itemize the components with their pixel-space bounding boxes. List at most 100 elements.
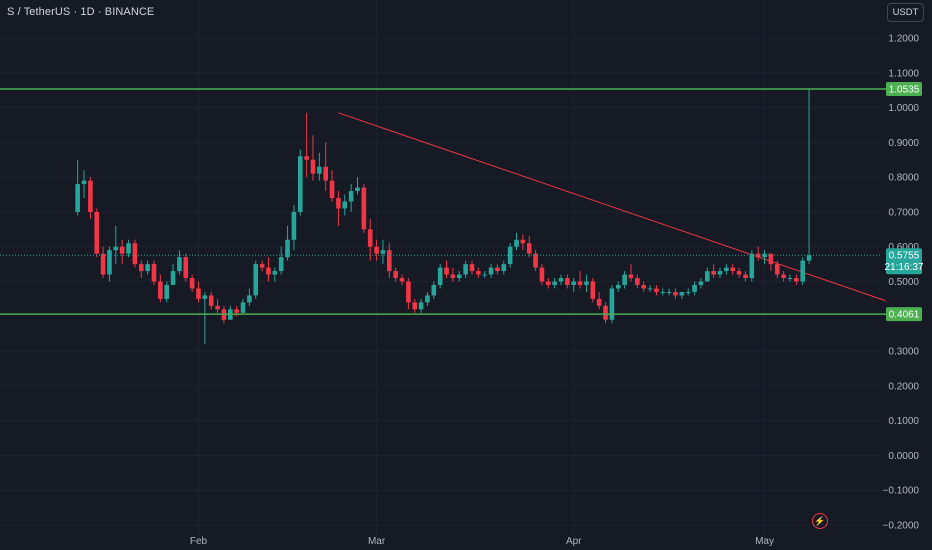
candle [317,152,322,181]
candle-body [463,264,468,275]
candle [387,243,392,279]
candle-body [533,253,538,268]
candle-body [374,246,379,254]
candle-body [571,281,577,285]
candle-body [768,253,774,265]
candle [119,239,125,265]
candle [393,267,398,282]
candle-body [673,291,678,296]
candle [724,264,729,275]
candle [800,257,805,285]
candle-body [482,274,487,276]
candle [291,204,297,251]
candle [304,112,309,178]
candle [558,274,564,285]
candle [75,159,80,216]
horizontal-line-tag [886,81,922,96]
candle-body [628,274,634,279]
candle [526,236,532,258]
candle [660,288,666,296]
candle [749,250,755,282]
candle [571,278,577,292]
candle-body [806,255,812,261]
currency-button[interactable]: USDT [887,3,924,22]
y-tick-label: 0.5000 [888,277,919,288]
candle [444,260,449,279]
price-axis[interactable]: 1.2000 1.1000 1.0000 0.9000 0.8000 0.7000 0.60… [883,34,920,532]
lightning-icon[interactable]: ⚡ [812,513,828,529]
y-tick-label: 1.2000 [888,34,919,45]
candle [323,142,328,192]
candle-body [444,267,449,275]
x-tick-label: Apr [566,536,582,547]
candle [590,278,596,303]
candle [272,267,278,282]
candle-body [431,284,437,296]
x-tick-label: Feb [190,536,208,547]
candle [615,281,621,292]
candle-body [361,187,367,230]
candle [151,260,157,285]
candle [698,278,704,289]
y-tick-label: 0.7000 [888,207,919,218]
candle-body [641,284,646,289]
candle [673,288,678,299]
candle-body [310,159,316,174]
y-tick-label: 0.6000 [888,242,919,253]
candle [348,184,354,212]
horizontal-line-tag-label: 0.4061 [889,310,920,321]
candle-body [724,267,729,272]
candle-body [323,166,328,181]
candle-body [526,243,532,254]
candle-body [113,246,119,251]
x-tick-label: Mar [368,536,386,547]
candle-body [425,295,430,303]
candle-body [240,302,246,313]
candle-body [297,156,303,212]
candle-body [393,271,398,279]
candle [253,260,259,299]
candle [355,177,360,195]
candle-body [730,267,736,272]
candle-body [654,288,659,292]
candle [278,246,284,275]
candle [565,274,570,289]
candle-body [348,191,354,202]
candle [431,281,437,299]
candle-body [577,281,583,285]
candle-body [456,274,462,279]
candle-body [119,246,125,254]
candle [247,288,252,306]
candle-body [304,156,309,160]
candle [412,298,418,313]
candle [297,149,303,216]
candle-body [145,264,150,272]
current-price-label: 0.5755 [889,251,920,262]
candle-body [774,264,780,275]
candle-body [285,239,290,258]
candle-body [177,257,182,272]
candle [450,267,456,282]
candle-body [622,274,627,285]
candle-body [406,281,411,303]
y-tick-label: 0.0000 [888,451,919,462]
candle-body [584,281,589,285]
candle-body [717,271,723,275]
candle-body [215,305,220,310]
candle [342,194,348,216]
candle [546,278,551,289]
candle-body [495,267,500,272]
candle [787,274,793,282]
candle-body [762,253,767,258]
candle-body [418,302,424,310]
candle [107,246,112,282]
candle [208,291,214,310]
y-tick-label: 0.3000 [888,347,919,358]
candle [463,260,468,279]
horizontal-line-tag-label: 1.0535 [889,84,920,95]
time-axis[interactable]: Feb Mar Apr May [190,536,774,547]
candle [539,264,545,285]
candle-body [189,278,195,289]
